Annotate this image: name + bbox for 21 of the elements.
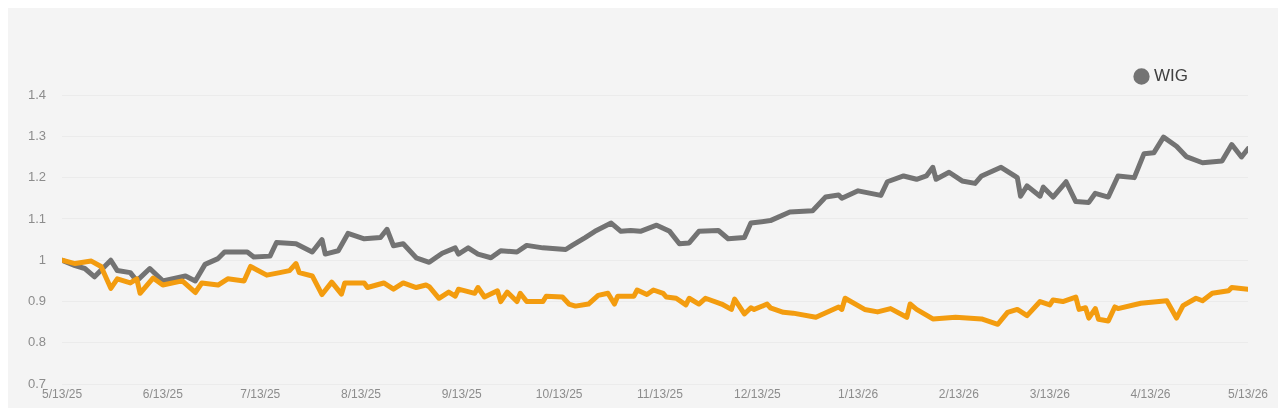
x-tick-label: 11/13/25 <box>637 386 684 401</box>
x-tick-label: 9/13/25 <box>441 386 483 401</box>
x-tick-label: 6/13/25 <box>142 386 184 401</box>
x-tick-label: 5/13/25 <box>42 386 83 401</box>
y-tick-label: 0.8 <box>27 334 47 350</box>
y-tick-label: 1.2 <box>27 169 47 185</box>
x-tick-label: 4/13/26 <box>1130 386 1171 401</box>
y-tick-label: 1 <box>38 251 47 267</box>
x-tick-label: 10/13/25 <box>535 386 583 401</box>
y-tick-label: 0.9 <box>27 293 47 309</box>
y-tick-label: 1.4 <box>27 86 47 102</box>
x-tick-label: 7/13/25 <box>240 386 281 401</box>
x-tick-label: 2/13/26 <box>938 386 980 401</box>
y-tick-label: 1.3 <box>27 127 47 143</box>
x-tick-label: 1/13/26 <box>838 386 879 401</box>
x-tick-label: 12/13/25 <box>734 386 782 401</box>
legend-label: WIG <box>1154 66 1189 86</box>
x-tick-label: 5/13/26 <box>1227 386 1269 401</box>
y-tick-label: 1.1 <box>27 210 47 226</box>
x-tick-label: 8/13/25 <box>340 386 382 401</box>
x-tick-label: 3/13/26 <box>1029 386 1071 401</box>
